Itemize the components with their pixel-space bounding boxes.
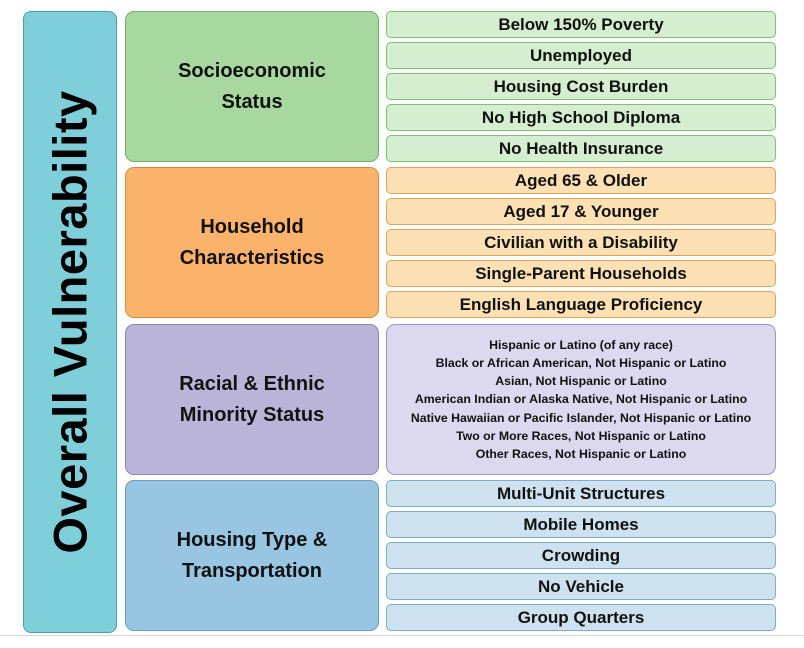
variable-single-parent-households: Single-Parent Households (386, 260, 776, 287)
overall-vulnerability-label: Overall Vulnerability (43, 90, 97, 554)
theme-label-line: Minority Status (179, 403, 325, 426)
theme-household-label: Household Characteristics (142, 212, 362, 274)
minority-variables-box: Hispanic or Latino (of any race) Black o… (386, 324, 776, 475)
theme-label-line: Transportation (181, 559, 322, 582)
variable-below-150-poverty: Below 150% Poverty (386, 11, 776, 38)
variable-no-high-school-diploma: No High School Diploma (386, 104, 776, 131)
variable-hispanic-latino: Hispanic or Latino (of any race) (489, 337, 673, 352)
theme-housing-type-transportation: Housing Type & Transportation (125, 480, 379, 631)
theme-label-line: Socioeconomic (178, 59, 326, 82)
theme-housing-label: Housing Type & Transportation (142, 525, 362, 587)
variable-mobile-homes: Mobile Homes (386, 511, 776, 538)
theme-minority-label: Racial & Ethnic Minority Status (142, 369, 362, 431)
variable-other-races: Other Races, Not Hispanic or Latino (475, 447, 687, 461)
theme-household-characteristics: Household Characteristics (125, 167, 379, 318)
variable-aged-17-younger: Aged 17 & Younger (386, 198, 776, 225)
theme-label-line: Housing Type & (176, 528, 328, 551)
variable-civilian-disability: Civilian with a Disability (386, 229, 776, 256)
theme-label-line: Household (200, 215, 304, 238)
variable-unemployed: Unemployed (386, 42, 776, 69)
overall-vulnerability-box: Overall Vulnerability (23, 11, 117, 633)
theme-socioeconomic-status: Socioeconomic Status (125, 11, 379, 162)
theme-label-line: Status (221, 90, 283, 113)
variable-no-vehicle: No Vehicle (386, 573, 776, 600)
variable-asian: Asian, Not Hispanic or Latino (495, 374, 667, 389)
variable-housing-cost-burden: Housing Cost Burden (386, 73, 776, 100)
variable-black-african-american: Black or African American, Not Hispanic … (435, 355, 727, 370)
theme-label-line: Characteristics (179, 246, 325, 269)
variable-crowding: Crowding (386, 542, 776, 569)
variable-no-health-insurance: No Health Insurance (386, 135, 776, 162)
variable-multi-unit-structures: Multi-Unit Structures (386, 480, 776, 507)
variable-two-or-more-races: Two or More Races, Not Hispanic or Latin… (456, 428, 706, 443)
theme-label-line: Racial & Ethnic (179, 372, 325, 395)
variable-american-indian-alaska-native: American Indian or Alaska Native, Not Hi… (414, 392, 748, 407)
bottom-divider (0, 635, 804, 636)
variable-group-quarters: Group Quarters (386, 604, 776, 631)
variable-aged-65-older: Aged 65 & Older (386, 167, 776, 194)
theme-socioeconomic-label: Socioeconomic Status (142, 56, 362, 118)
variable-english-language-proficiency: English Language Proficiency (386, 291, 776, 318)
theme-racial-ethnic-minority-status: Racial & Ethnic Minority Status (125, 324, 379, 475)
variable-native-hawaiian-pacific-islander: Native Hawaiian or Pacific Islander, Not… (410, 410, 752, 425)
